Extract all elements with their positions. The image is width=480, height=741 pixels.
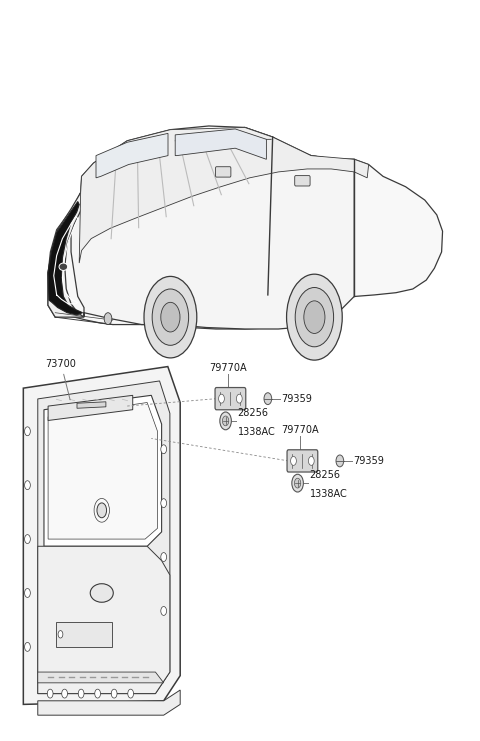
Circle shape [336,455,344,467]
Polygon shape [96,133,168,178]
Circle shape [222,416,229,426]
Polygon shape [175,129,266,159]
Circle shape [47,689,53,698]
Polygon shape [38,672,164,683]
FancyBboxPatch shape [287,450,318,472]
Polygon shape [38,546,170,694]
Circle shape [287,274,342,360]
Text: 79359: 79359 [353,456,384,466]
Circle shape [152,289,189,345]
Polygon shape [56,622,112,647]
Polygon shape [77,402,106,408]
Polygon shape [48,126,443,329]
Text: 28256: 28256 [310,471,341,480]
Text: 28256: 28256 [238,408,269,418]
Circle shape [290,456,296,465]
FancyBboxPatch shape [216,167,231,177]
Circle shape [144,276,197,358]
Polygon shape [24,367,180,705]
Polygon shape [48,402,157,539]
Polygon shape [38,690,180,715]
Circle shape [95,689,100,698]
Text: 73700: 73700 [46,359,76,400]
Text: 1338AC: 1338AC [310,489,348,499]
Ellipse shape [90,584,113,602]
Circle shape [24,427,30,436]
Text: 79770A: 79770A [281,425,319,435]
Circle shape [309,456,314,465]
Circle shape [24,642,30,651]
Circle shape [161,606,167,615]
Ellipse shape [59,263,68,270]
Polygon shape [48,202,83,315]
Circle shape [24,588,30,597]
Polygon shape [48,193,84,317]
Polygon shape [48,396,132,420]
Text: 79770A: 79770A [209,363,247,373]
FancyBboxPatch shape [215,388,246,410]
Polygon shape [44,396,162,546]
Text: 79359: 79359 [281,393,312,404]
Circle shape [128,689,133,698]
Polygon shape [71,127,354,329]
Circle shape [218,394,224,403]
Circle shape [111,689,117,698]
Text: 1338AC: 1338AC [238,427,276,436]
Polygon shape [79,127,369,263]
Polygon shape [38,381,170,694]
Circle shape [292,474,303,492]
Circle shape [24,535,30,544]
Circle shape [264,393,272,405]
Circle shape [58,631,63,638]
Circle shape [161,302,180,332]
Circle shape [220,412,231,430]
Circle shape [104,313,112,325]
Circle shape [161,553,167,562]
Circle shape [78,689,84,698]
Circle shape [161,499,167,508]
FancyBboxPatch shape [295,176,310,186]
Circle shape [97,503,107,518]
Circle shape [294,478,301,488]
Circle shape [295,288,334,347]
Circle shape [237,394,242,403]
Circle shape [24,481,30,490]
Circle shape [62,689,68,698]
Circle shape [304,301,325,333]
Circle shape [161,445,167,453]
